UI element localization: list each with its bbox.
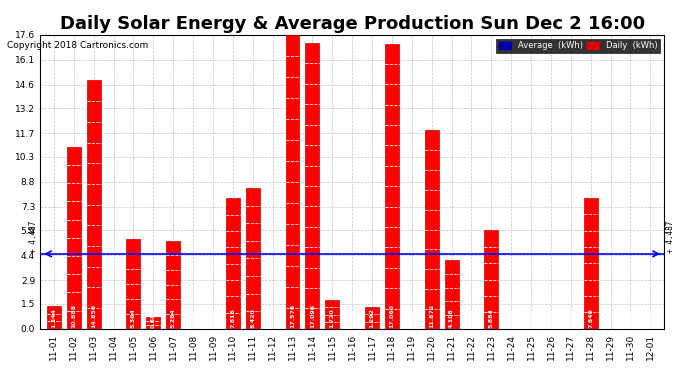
Bar (286, 35, 299, 329)
Text: 0.000: 0.000 (569, 309, 573, 328)
Text: 17.060: 17.060 (389, 304, 395, 328)
Bar (126, 239, 140, 329)
Text: + 4.487: + 4.487 (667, 220, 676, 253)
Bar (325, 300, 339, 329)
Text: 0.000: 0.000 (469, 309, 474, 328)
Bar (306, 43, 319, 329)
Bar (67, 147, 81, 329)
Title: Daily Solar Energy & Average Production Sun Dec 2 16:00: Daily Solar Energy & Average Production … (59, 15, 644, 33)
Text: 0.000: 0.000 (190, 309, 195, 328)
Bar (444, 260, 459, 329)
Text: 7.816: 7.816 (230, 308, 235, 328)
Text: 5.884: 5.884 (489, 308, 494, 328)
Text: 5.284: 5.284 (170, 308, 176, 328)
Bar (484, 231, 498, 329)
Bar (87, 81, 101, 329)
Text: 10.888: 10.888 (71, 304, 77, 328)
Text: 11.872: 11.872 (429, 304, 434, 328)
Text: 14.856: 14.856 (91, 304, 96, 328)
Text: 0.000: 0.000 (111, 309, 116, 328)
Text: 4.108: 4.108 (449, 308, 454, 328)
Text: 1.292: 1.292 (370, 308, 375, 328)
Legend: Average  (kWh), Daily  (kWh): Average (kWh), Daily (kWh) (496, 39, 660, 53)
Text: 8.420: 8.420 (250, 308, 255, 328)
Text: 0.000: 0.000 (350, 309, 355, 328)
Text: 0.000: 0.000 (210, 309, 215, 328)
Text: 17.576: 17.576 (290, 304, 295, 328)
Text: 0.000: 0.000 (648, 309, 653, 328)
Text: 5.364: 5.364 (131, 308, 136, 328)
Bar (425, 130, 439, 329)
Bar (146, 318, 160, 329)
Text: + 4.487: + 4.487 (29, 220, 38, 253)
Text: 0.000: 0.000 (509, 309, 513, 328)
Text: 0.000: 0.000 (608, 309, 613, 328)
Text: 0.000: 0.000 (628, 309, 633, 328)
Bar (365, 307, 379, 329)
Text: 0.000: 0.000 (270, 309, 275, 328)
Text: 0.684: 0.684 (151, 308, 156, 328)
Text: 0.000: 0.000 (549, 309, 553, 328)
Text: Copyright 2018 Cartronics.com: Copyright 2018 Cartronics.com (7, 41, 148, 50)
Bar (584, 198, 598, 329)
Text: 1.720: 1.720 (330, 308, 335, 328)
Text: 1.344: 1.344 (51, 308, 57, 328)
Bar (47, 306, 61, 329)
Text: 7.840: 7.840 (589, 308, 593, 328)
Text: 0.000: 0.000 (409, 309, 414, 328)
Text: 17.096: 17.096 (310, 304, 315, 328)
Bar (226, 198, 240, 329)
Bar (246, 188, 259, 329)
Bar (385, 44, 399, 329)
Bar (166, 240, 180, 329)
Text: 0.000: 0.000 (529, 309, 533, 328)
